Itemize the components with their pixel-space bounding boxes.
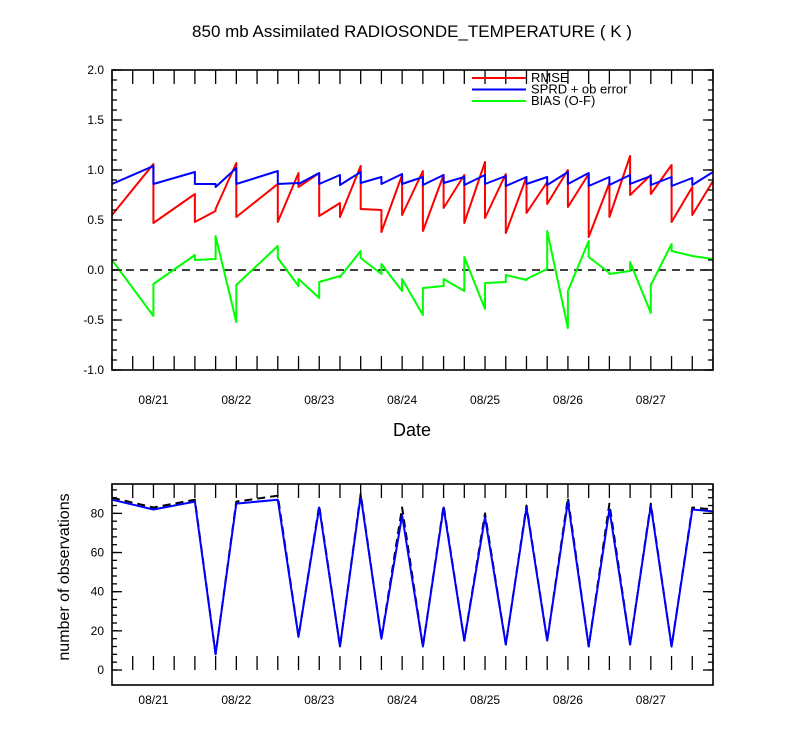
lower-x-tick-labels: 08/21 08/22 08/23 08/24 08/25 08/26 08/27 xyxy=(138,693,666,707)
x-tick-label: 08/22 xyxy=(221,393,251,407)
series-line-assimilated-observations xyxy=(111,494,714,656)
y-tick-label: 40 xyxy=(91,585,105,599)
x-tick-label: 08/25 xyxy=(470,393,500,407)
upper-plot-frame xyxy=(111,69,714,371)
x-axis-label: Date xyxy=(393,420,431,440)
y-tick-label: 0.0 xyxy=(87,263,104,277)
legend-label-rmse: RMSE xyxy=(531,70,569,85)
y-axis-label-observations: number of observations xyxy=(56,493,73,660)
x-tick-label: 08/21 xyxy=(138,693,168,707)
y-tick-label: -1.0 xyxy=(83,363,104,377)
y-tick-label: 60 xyxy=(91,546,105,560)
y-tick-label: 1.5 xyxy=(87,113,104,127)
x-tick-label: 08/22 xyxy=(221,693,251,707)
series-line-rmse xyxy=(111,155,714,238)
y-tick-label: 0.5 xyxy=(87,213,104,227)
lower-y-tick-labels: 80 60 40 20 0 xyxy=(91,506,105,677)
x-tick-label: 08/21 xyxy=(138,393,168,407)
upper-x-tick-labels: 08/21 08/22 08/23 08/24 08/25 08/26 08/27 xyxy=(138,393,666,407)
upper-axis-ticks xyxy=(111,69,714,371)
y-tick-label: 80 xyxy=(91,506,105,520)
upper-y-tick-labels: 2.0 1.5 1.0 0.5 0.0 -0.5 -1.0 xyxy=(83,63,104,377)
y-tick-label: 0 xyxy=(97,663,104,677)
lower-series-lines xyxy=(111,492,714,656)
x-tick-label: 08/23 xyxy=(304,393,334,407)
chart-title: 850 mb Assimilated RADIOSONDE_TEMPERATUR… xyxy=(192,22,632,41)
lower-axis-ticks xyxy=(111,484,714,671)
x-tick-label: 08/23 xyxy=(304,693,334,707)
x-tick-label: 08/26 xyxy=(553,393,583,407)
series-line-total-observations xyxy=(111,492,714,656)
series-line-bias-o-f xyxy=(111,230,714,329)
x-tick-label: 08/26 xyxy=(553,693,583,707)
legend-label-sprd-ob-error: SPRD + ob error xyxy=(531,82,628,97)
x-tick-label: 08/27 xyxy=(636,693,666,707)
y-tick-label: 1.0 xyxy=(87,163,104,177)
series-line-sprd-ob-error xyxy=(111,165,714,188)
x-tick-label: 08/27 xyxy=(636,393,666,407)
lower-panel: 80 60 40 20 0 08/21 08/22 08/23 08/24 08/25 08/26… xyxy=(91,483,714,707)
x-tick-label: 08/24 xyxy=(387,693,417,707)
upper-series-lines xyxy=(111,155,714,329)
x-tick-label: 08/25 xyxy=(470,693,500,707)
legend-label-bias-o-f: BIAS (O-F) xyxy=(531,93,595,108)
lower-plot-frame xyxy=(111,483,714,686)
y-tick-label: 20 xyxy=(91,624,105,638)
y-tick-label: -0.5 xyxy=(83,313,104,327)
y-tick-label: 2.0 xyxy=(87,63,104,77)
upper-panel: 2.01.51.00.50.0-0.5-1.0 08/21 08/22 08/23 0… xyxy=(83,63,714,407)
x-tick-label: 08/24 xyxy=(387,393,417,407)
